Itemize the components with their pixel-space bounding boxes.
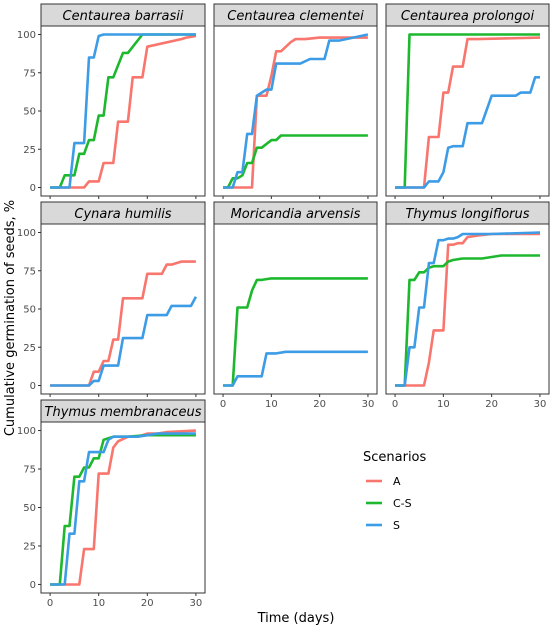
y-tick-label: 75 <box>23 266 36 277</box>
x-tick-label: 0 <box>220 399 226 410</box>
x-tick-label: 30 <box>534 399 547 410</box>
y-tick-label: 0 <box>30 580 36 591</box>
y-tick-label: 100 <box>17 426 36 437</box>
x-tick-label: 30 <box>190 598 203 609</box>
y-tick-label: 25 <box>23 343 36 354</box>
y-axis-title: Cumulative germination of seeds, % <box>3 200 18 436</box>
x-axis-title: Time (days) <box>257 611 335 626</box>
y-tick-label: 100 <box>17 228 36 239</box>
plot-background <box>386 224 549 394</box>
y-tick-label: 25 <box>23 145 36 156</box>
strip-centaurea-prolongoi: Centaurea prolongoi <box>385 3 550 27</box>
series-line-s <box>223 350 368 387</box>
legend-label: C-S <box>393 497 412 510</box>
strip-moricandia-arvensis: Moricandia arvensis <box>213 201 378 225</box>
strip-cynara-humilis: Cynara humilis <box>40 201 206 225</box>
panel-border <box>213 223 378 395</box>
series-line-s <box>223 33 369 189</box>
legend-entry-c-s: C-S <box>366 497 412 510</box>
y-tick-label: 50 <box>23 305 36 316</box>
strip-centaurea-clementei: Centaurea clementei <box>213 3 378 27</box>
y-tick-label: 0 <box>30 381 36 392</box>
panel-border <box>385 223 550 395</box>
strip-label: Centaurea clementei <box>227 9 364 24</box>
legend: Scenarios A C-S S <box>363 450 427 532</box>
plot-background <box>41 26 205 196</box>
x-tick-label: 20 <box>313 399 326 410</box>
strip-thymus-longiflorus: Thymus longiflorus <box>385 201 550 225</box>
strip-label: Thymus membranaceus <box>45 405 202 420</box>
y-tick-label: 75 <box>23 465 36 476</box>
panel-centaurea-barrasii: Centaurea barrasii02550751000102030 <box>17 3 206 212</box>
panel-thymus-membranaceus: Thymus membranaceus 0 25 50 75 100 0 10 20 30 <box>17 399 206 609</box>
strip-label: Thymus longiflorus <box>405 207 529 222</box>
plot-background <box>214 224 377 394</box>
series-line-c-s <box>223 277 368 387</box>
panel-cynara-humilis: Cynara humilis02550751000102030 <box>17 201 206 410</box>
series-line-s <box>50 296 198 387</box>
series-line-a <box>395 36 541 189</box>
legend-label: S <box>393 519 400 532</box>
panel-centaurea-prolongoi: Centaurea prolongoi0102030 <box>385 3 550 212</box>
x-tick-label: 10 <box>92 598 105 609</box>
y-tick-label: 100 <box>17 30 36 41</box>
panel-centaurea-clementei: Centaurea clementei0102030 <box>213 3 378 212</box>
panel-thymus-longiflorus: Thymus longiflorus 0 10 20 30 <box>385 201 550 410</box>
strip-label: Moricandia arvensis <box>231 207 361 222</box>
legend-entry-s: S <box>366 519 400 532</box>
legend-entries: A C-S S <box>366 475 412 532</box>
series-line-s <box>50 432 196 586</box>
plot-background <box>41 422 205 593</box>
x-tick-label: 20 <box>485 399 498 410</box>
panel-moricandia-arvensis: Moricandia arvensis 0 10 20 30 <box>213 201 378 410</box>
series-line-a <box>50 34 197 189</box>
series-line-c-s <box>395 254 540 387</box>
strip-thymus-membranaceus: Thymus membranaceus <box>40 399 206 423</box>
y-tick-label: 75 <box>23 68 36 79</box>
strip-centaurea-barrasii: Centaurea barrasii <box>40 3 206 27</box>
legend-entry-a: A <box>366 475 401 488</box>
y-tick-label: 0 <box>30 183 36 194</box>
series-line-a <box>395 232 540 387</box>
legend-title: Scenarios <box>363 450 427 465</box>
panels-layer: Centaurea barrasii02550751000102030Centa… <box>17 3 550 609</box>
y-tick-label: 25 <box>23 541 36 552</box>
x-tick-label: 0 <box>47 598 53 609</box>
series-line-s <box>395 76 540 189</box>
strip-label: Centaurea barrasii <box>63 9 184 24</box>
y-tick-label: 50 <box>23 107 36 118</box>
x-tick-label: 30 <box>362 399 375 410</box>
series-line-a <box>50 260 196 387</box>
panel-border <box>385 25 550 197</box>
strip-label: Centaurea prolongoi <box>401 9 535 24</box>
strip-label: Cynara humilis <box>74 207 171 222</box>
plot-background <box>214 26 377 196</box>
x-tick-label: 20 <box>141 598 154 609</box>
series-line-s <box>395 231 541 387</box>
legend-label: A <box>393 475 401 488</box>
panel-border <box>213 25 378 197</box>
x-tick-label: 0 <box>392 399 398 410</box>
plot-background <box>386 26 549 196</box>
y-tick-label: 50 <box>23 503 36 514</box>
series-line-s <box>50 33 196 189</box>
x-tick-label: 10 <box>437 399 450 410</box>
x-tick-label: 10 <box>265 399 278 410</box>
